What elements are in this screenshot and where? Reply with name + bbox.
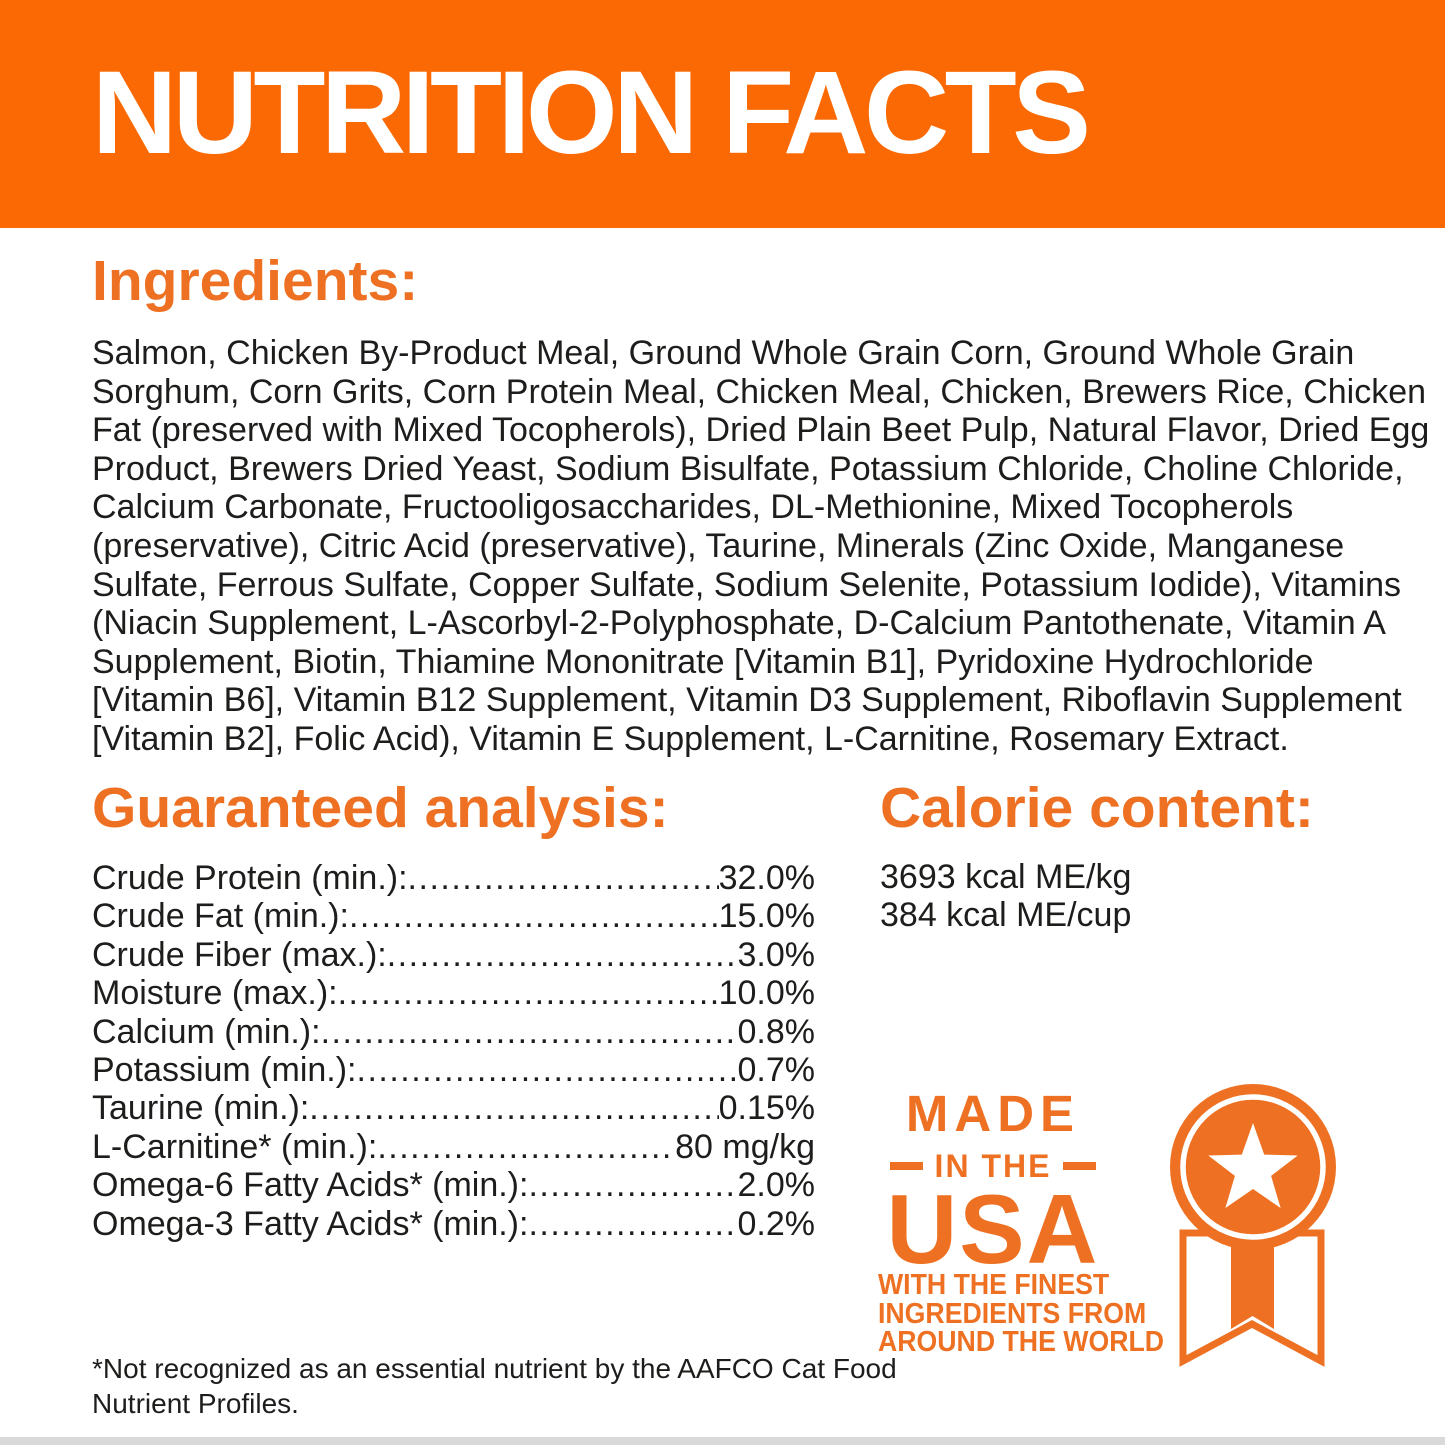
footnote-line: Nutrient Profiles. (92, 1387, 299, 1419)
dot-leader (528, 1166, 737, 1204)
ingredients-line: Salmon, Chicken By-Product Meal, Ground … (92, 334, 1355, 372)
analysis-value: 80 mg/kg (675, 1127, 815, 1166)
analysis-label: Moisture (max.): (92, 974, 338, 1013)
calorie-line: 3693 kcal ME/kg (880, 858, 1132, 896)
ingredients-text: Salmon, Chicken By-Product Meal, Ground … (92, 334, 1430, 759)
analysis-value: 0.15% (718, 1089, 815, 1128)
ingredients-line: Fat (preserved with Mixed Tocopherols), … (92, 411, 1430, 450)
analysis-row: Potassium (min.): 0.7% (92, 1051, 815, 1089)
analysis-label: Crude Fiber (max.): (92, 935, 387, 974)
analysis-row: Crude Protein (min.): 32.0% (92, 859, 815, 897)
analysis-label: Crude Fat (min.): (92, 897, 349, 936)
dot-leader (528, 1205, 737, 1243)
analysis-row: Omega-6 Fatty Acids* (min.): 2.0% (92, 1166, 815, 1204)
badge-word-usa: USA (886, 1174, 1100, 1284)
ingredients-line: Product, Brewers Dried Yeast, Sodium Bis… (92, 449, 1404, 488)
ingredients-line: [Vitamin B2], Folic Acid), Vitamin E Sup… (92, 719, 1289, 758)
footnote: *Not recognized as an essential nutrient… (92, 1352, 897, 1421)
header-banner: NUTRITION FACTS (0, 0, 1445, 228)
analysis-label: Omega-3 Fatty Acids* (min.): (92, 1204, 529, 1243)
ingredients-heading: Ingredients: (92, 249, 419, 313)
ingredients-line: Calcium Carbonate, Fructooligosaccharide… (92, 488, 1294, 527)
ingredients-line: Supplement, Biotin, Thiamine Mononitrate… (92, 642, 1314, 681)
analysis-row: Taurine (min.): 0.15% (92, 1089, 815, 1127)
ingredients-line: Sulfate, Ferrous Sulfate, Copper Sulfate… (92, 565, 1402, 604)
guaranteed-analysis-heading: Guaranteed analysis: (92, 776, 669, 840)
analysis-value: 0.7% (737, 1050, 816, 1089)
analysis-row: Moisture (max.): 10.0% (92, 974, 815, 1012)
analysis-label: Taurine (min.): (92, 1089, 310, 1128)
analysis-value: 15.0% (718, 897, 815, 936)
dot-leader (349, 897, 719, 935)
photo-edge-strip (0, 1437, 1445, 1445)
dash-left (889, 1162, 923, 1170)
guaranteed-analysis-table: Crude Protein (min.): 32.0% Crude Fat (mi… (92, 859, 815, 1243)
analysis-label: Crude Protein (min.): (92, 859, 408, 897)
badge-tagline-line: AROUND THE WORLD (878, 1326, 1165, 1359)
dot-leader (309, 1089, 718, 1127)
analysis-value: 32.0% (718, 859, 815, 897)
calorie-content-heading: Calorie content: (880, 776, 1314, 840)
analysis-label: L-Carnitine* (min.): (92, 1127, 378, 1166)
badge-word-made: MADE (905, 1085, 1081, 1142)
analysis-label: Calcium (min.): (92, 1012, 321, 1051)
analysis-value: 3.0% (737, 935, 816, 974)
dot-leader (357, 1051, 738, 1089)
analysis-row: L-Carnitine* (min.): 80 mg/kg (92, 1128, 815, 1166)
calorie-content-values: 3693 kcal ME/kg 384 kcal ME/cup (880, 858, 1131, 935)
dot-leader (408, 859, 719, 897)
analysis-value: 2.0% (737, 1166, 816, 1205)
badge-tagline-line: WITH THE FINEST (878, 1269, 1110, 1301)
ingredients-line: (Niacin Supplement, L-Ascorbyl-2-Polypho… (92, 604, 1386, 643)
badge-word-in-the: IN THE (934, 1148, 1052, 1184)
calorie-line: 384 kcal ME/cup (880, 896, 1132, 935)
ingredients-line: [Vitamin B6], Vitamin B12 Supplement, Vi… (92, 681, 1402, 720)
dash-right (1063, 1162, 1097, 1170)
badge-tagline-line: INGREDIENTS FROM (878, 1297, 1147, 1330)
analysis-row: Omega-3 Fatty Acids* (min.): 0.2% (92, 1205, 815, 1243)
footnote-line: *Not recognized as an essential nutrient… (92, 1353, 897, 1384)
analysis-value: 10.0% (718, 974, 815, 1013)
dot-leader (387, 936, 738, 974)
analysis-row: Calcium (min.): 0.8% (92, 1013, 815, 1051)
badge-in-the-row: IN THE (868, 1150, 1118, 1182)
page-title: NUTRITION FACTS (92, 47, 1091, 179)
award-ribbon-star-icon (1170, 1084, 1336, 1367)
analysis-row: Crude Fiber (max.): 3.0% (92, 936, 815, 974)
dot-leader (338, 974, 719, 1012)
dot-leader (321, 1013, 738, 1051)
analysis-label: Omega-6 Fatty Acids* (min.): (92, 1166, 529, 1205)
ingredients-line: (preservative), Citric Acid (preservativ… (92, 526, 1345, 565)
analysis-label: Potassium (min.): (92, 1050, 357, 1089)
badge-tagline: WITH THE FINEST INGREDIENTS FROM AROUND … (868, 1269, 1165, 1359)
analysis-value: 0.8% (737, 1012, 816, 1051)
ingredients-line: Sorghum, Corn Grits, Corn Protein Meal, … (92, 372, 1427, 411)
analysis-row: Crude Fat (min.): 15.0% (92, 897, 815, 935)
analysis-value: 0.2% (737, 1204, 816, 1243)
dot-leader (377, 1128, 675, 1166)
